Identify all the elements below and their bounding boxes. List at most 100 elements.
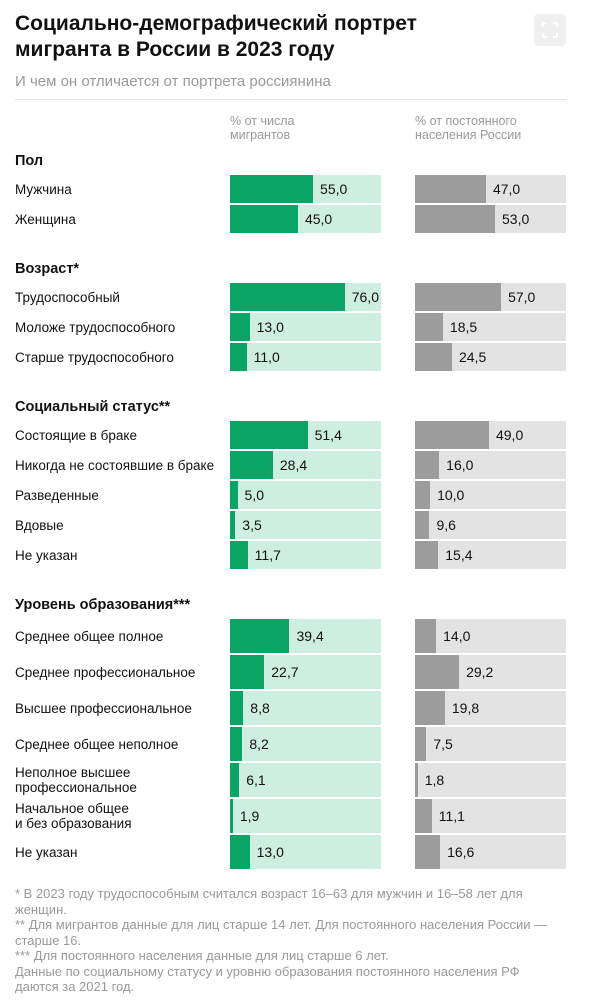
value-label: 1,8 <box>424 772 445 788</box>
bar-track: 39,4 <box>230 619 381 653</box>
value-label: 1,9 <box>239 808 260 824</box>
row: Неполное высшее профессиональное 6,1 1,8 <box>15 762 567 798</box>
bar <box>415 619 437 653</box>
row-label: Старше трудоспособного <box>15 349 174 365</box>
value-label: 11,7 <box>254 547 281 563</box>
group-name: Социальный статус** <box>15 399 171 415</box>
bar-track: 5,0 <box>230 481 381 509</box>
bar-track: 8,8 <box>230 691 381 725</box>
infographic: Социально-демографический портрет мигран… <box>15 0 567 995</box>
note: *** Для постоянного населения данные для… <box>15 948 389 963</box>
row: Трудоспособный 76,0 57,0 <box>15 282 567 312</box>
group: Уровень образования*** Среднее общее полн… <box>15 592 567 870</box>
bar <box>230 481 238 509</box>
bar-track: 3,5 <box>230 511 381 539</box>
expand-button[interactable] <box>534 14 566 46</box>
expand-icon <box>542 22 558 38</box>
bar-track: 45,0 <box>230 205 381 233</box>
subtitle: И чем он отличается от портрета россияни… <box>15 73 331 90</box>
bar <box>230 511 236 539</box>
bar <box>415 343 452 371</box>
row: Не указан 11,7 15,4 <box>15 540 567 570</box>
value-label: 57,0 <box>508 289 536 305</box>
group-name: Уровень образования*** <box>15 597 191 613</box>
row: Моложе трудоспособного 13,0 18,5 <box>15 312 567 342</box>
row-label: Не указан <box>15 844 78 860</box>
value-label: 76,0 <box>351 289 379 305</box>
bar-track: 10,0 <box>415 481 566 509</box>
column-header: % от числа мигрантов <box>230 114 295 142</box>
bar-track: 16,6 <box>415 835 566 869</box>
bar-track: 51,4 <box>230 421 381 449</box>
bar <box>415 655 460 689</box>
bar-track: 28,4 <box>230 451 381 479</box>
value-label: 16,6 <box>447 844 475 860</box>
row-label: Мужчина <box>15 181 72 197</box>
group: Возраст* Трудоспособный 76,0 57,0 Моложе тру… <box>15 256 567 372</box>
row: Старше трудоспособного 11,0 24,5 <box>15 342 567 372</box>
row-label: Не указан <box>15 547 78 563</box>
bar-track: 49,0 <box>415 421 566 449</box>
bar <box>415 835 441 869</box>
bar <box>415 481 431 509</box>
value-label: 49,0 <box>495 427 524 443</box>
row: Мужчина 55,0 47,0 <box>15 174 567 204</box>
bar-track: 8,2 <box>230 727 381 761</box>
note: * В 2023 году трудоспособным считался во… <box>15 886 523 917</box>
bar-track: 29,2 <box>415 655 566 689</box>
bar-track: 13,0 <box>230 313 381 341</box>
row-label: Вдовые <box>15 517 64 533</box>
bar-track: 14,0 <box>415 619 566 653</box>
value-label: 47,0 <box>492 181 521 197</box>
value-label: 6,1 <box>246 772 266 788</box>
bar <box>415 691 445 725</box>
bar <box>230 421 308 449</box>
value-label: 22,7 <box>271 664 299 680</box>
group: Социальный статус** Состоящие в браке 51,4… <box>15 394 567 570</box>
row: Женщина 45,0 53,0 <box>15 204 567 234</box>
bar <box>415 727 427 761</box>
row: Среднее общее полное 39,4 14,0 <box>15 618 567 654</box>
bar-track: 53,0 <box>415 205 566 233</box>
value-label: 39,4 <box>296 628 324 644</box>
bar <box>230 763 240 797</box>
bar-track: 16,0 <box>415 451 566 479</box>
bar-track: 47,0 <box>415 175 566 203</box>
value-label: 9,6 <box>436 517 456 533</box>
bar <box>415 799 432 833</box>
bar <box>230 175 314 203</box>
row: Высшее профессиональное 8,8 19,8 <box>15 690 567 726</box>
value-label: 8,2 <box>249 736 269 752</box>
bar-track: 24,5 <box>415 343 566 371</box>
value-label: 13,0 <box>256 844 284 860</box>
bar <box>415 283 502 311</box>
bar <box>230 541 248 569</box>
group: Пол Мужчина 55,0 47,0 Женщина 45,0 53,0 <box>15 148 567 234</box>
row: Никогда не состоявшие в браке 28,4 16,0 <box>15 450 567 480</box>
column-header: % от постоянного населения России <box>415 114 522 142</box>
row-label: Женщина <box>15 211 76 227</box>
group-name: Возраст* <box>15 261 80 277</box>
value-label: 16,0 <box>446 457 474 473</box>
bar <box>415 451 440 479</box>
value-label: 8,8 <box>250 700 270 716</box>
value-label: 29,2 <box>466 664 494 680</box>
value-label: 3,5 <box>242 517 262 533</box>
value-label: 5,0 <box>244 487 265 503</box>
bar-track: 1,9 <box>230 799 381 833</box>
row-label: Моложе трудоспособного <box>15 319 176 335</box>
note: ** Для мигрантов данные для лиц старше 1… <box>15 917 548 948</box>
value-label: 28,4 <box>279 457 308 473</box>
note: Данные по социальному статусу и уровню о… <box>15 963 520 995</box>
bar <box>230 799 233 833</box>
bar-track: 19,8 <box>415 691 566 725</box>
bar-track: 76,0 <box>230 283 381 311</box>
row: Не указан 13,0 16,6 <box>15 834 567 870</box>
bar <box>415 763 418 797</box>
bar <box>415 541 439 569</box>
row-label: Среднее общее неполное <box>15 736 179 752</box>
bar-track: 11,0 <box>230 343 381 371</box>
row-label: Состоящие в браке <box>15 427 138 443</box>
row: Среднее профессиональное 22,7 29,2 <box>15 654 567 690</box>
row-label: Трудоспособный <box>15 289 120 305</box>
